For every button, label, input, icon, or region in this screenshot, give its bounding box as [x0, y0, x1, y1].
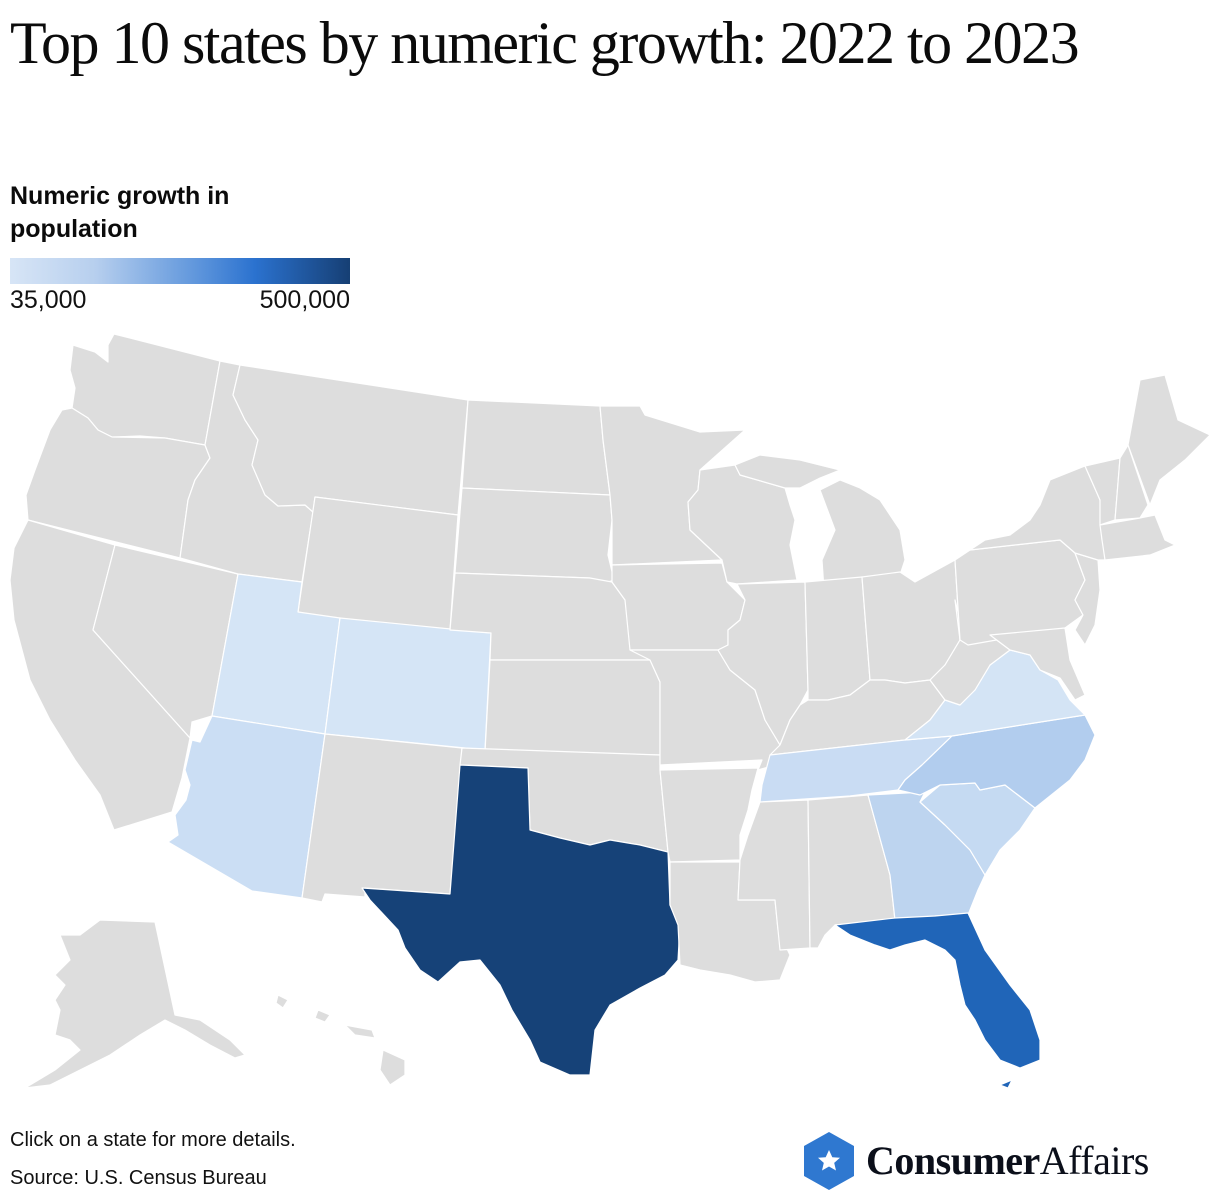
state-new-jersey[interactable] [1074, 552, 1101, 646]
logo-wordmark: ConsumerAffairs [866, 1137, 1149, 1185]
state-vermont[interactable] [1084, 457, 1121, 526]
state-illinois[interactable] [717, 581, 809, 746]
chart-title: Top 10 states by numeric growth: 2022 to… [10, 10, 1080, 76]
state-maine[interactable] [1127, 374, 1211, 506]
state-hawaii[interactable] [275, 994, 406, 1086]
state-indiana[interactable] [804, 576, 871, 701]
state-colorado[interactable] [324, 617, 492, 751]
state-new-mexico[interactable] [301, 733, 463, 903]
state-alaska[interactable] [24, 919, 246, 1089]
state-south-dakota[interactable] [454, 487, 615, 586]
state-north-carolina[interactable] [897, 714, 1096, 809]
state-massachusetts[interactable] [1099, 514, 1176, 561]
interaction-note: Click on a state for more details. [10, 1129, 296, 1151]
star-hexagon-icon [804, 1132, 854, 1190]
state-maryland[interactable] [989, 627, 1086, 701]
source-credit: Source: U.S. Census Bureau [10, 1167, 267, 1189]
legend-min-label: 35,000 [10, 286, 87, 314]
state-west-virginia[interactable] [929, 599, 1011, 706]
logo-wordmark-bold: Consumer [866, 1138, 1040, 1183]
us-map [0, 320, 1220, 1100]
legend-gradient-bar [10, 258, 350, 284]
consumeraffairs-logo[interactable]: ConsumerAffairs [800, 1130, 1220, 1192]
legend-title: Numeric growth in population [10, 182, 230, 243]
state-north-dakota[interactable] [461, 399, 611, 496]
state-arizona[interactable] [167, 715, 326, 899]
legend-max-label: 500,000 [259, 286, 350, 314]
state-arkansas[interactable] [659, 767, 759, 863]
state-kansas[interactable] [484, 659, 661, 756]
state-florida[interactable] [834, 912, 1041, 1089]
state-new-hampshire[interactable] [1114, 444, 1149, 521]
state-wyoming[interactable] [297, 496, 459, 631]
state-georgia[interactable] [867, 791, 986, 921]
state-texas[interactable] [361, 764, 681, 1076]
state-montana[interactable] [232, 364, 469, 516]
logo-wordmark-light: Affairs [1039, 1138, 1150, 1183]
